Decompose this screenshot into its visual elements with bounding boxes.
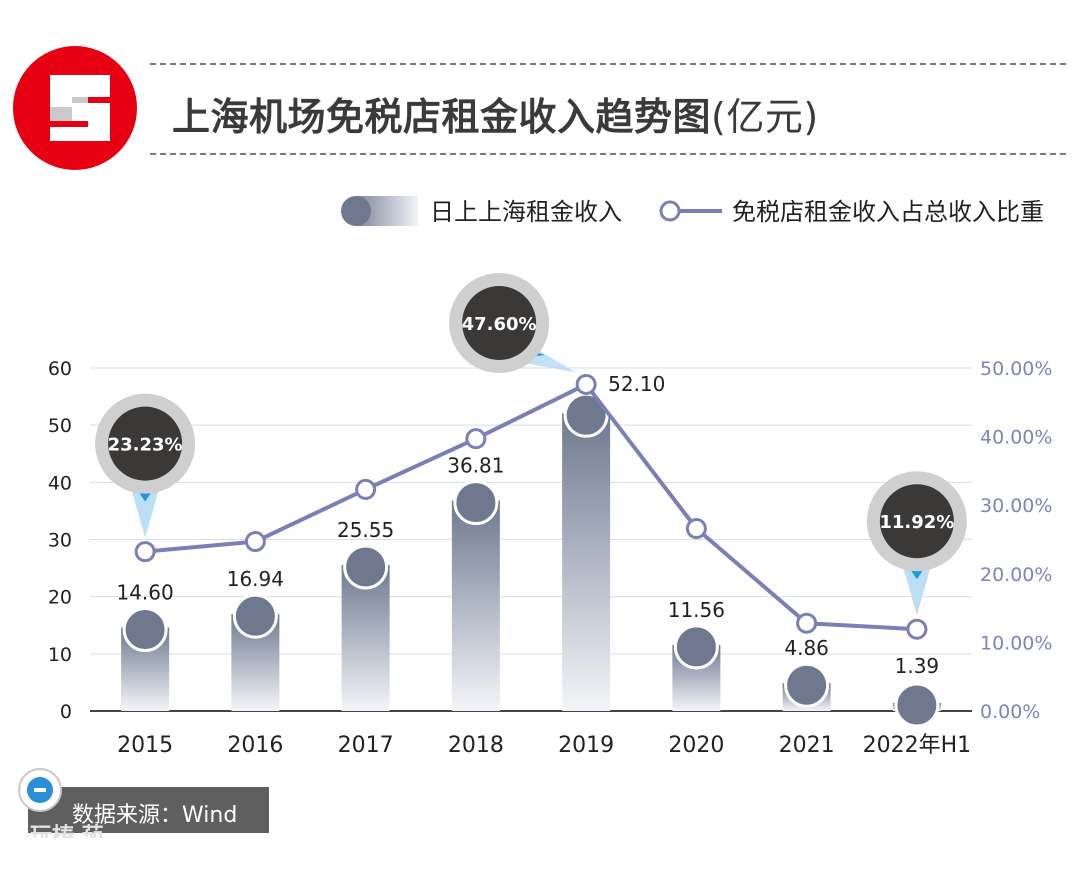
- legend-bar-dot: [341, 196, 371, 226]
- callout-pointer-glow: [129, 481, 162, 538]
- y-right-tick-label: 0.00%: [980, 701, 1040, 723]
- y-right-tick-label: 40.00%: [980, 427, 1052, 449]
- callout-bubble: [108, 406, 183, 481]
- bar-value-label: 4.86: [784, 636, 829, 660]
- bar-value-label: 52.10: [608, 372, 665, 396]
- bar-cap: [673, 624, 719, 670]
- y-right-tick-label: 20.00%: [980, 564, 1052, 586]
- legend-line-marker: [659, 200, 681, 222]
- watermark-text: 玩梼 茄: [30, 824, 104, 838]
- y-left-tick-label: 0: [60, 701, 72, 723]
- line-marker: [134, 541, 156, 563]
- x-tick-label: 2021: [779, 733, 835, 758]
- brand-logo-icon: [13, 46, 137, 170]
- callouts: 23.23% 47.60% 11.92%: [95, 273, 967, 616]
- callout-label: 47.60%: [462, 314, 537, 335]
- line-marker: [355, 478, 377, 500]
- bar-cap: [343, 544, 389, 590]
- x-tick-label: 2018: [448, 733, 504, 758]
- y-left-tick-label: 50: [48, 415, 72, 437]
- y-left-tick-label: 20: [48, 587, 72, 609]
- bar-cap: [232, 593, 278, 639]
- callout-bubble: [462, 286, 537, 360]
- callout-pointer-glow: [900, 559, 933, 616]
- callout-label: 23.23%: [108, 435, 183, 456]
- bar: [451, 500, 500, 711]
- line-marker: [575, 373, 597, 395]
- y-right-tick-label: 50.00%: [980, 358, 1052, 380]
- bar-value-label: 16.94: [227, 567, 284, 591]
- bar-cap: [894, 682, 940, 728]
- source-box: [28, 787, 269, 833]
- y-left-tick-label: 40: [48, 472, 72, 494]
- y-left-tick-label: 60: [48, 358, 72, 380]
- bar-value-label: 36.81: [447, 454, 504, 478]
- x-tick-label: 2019: [558, 733, 614, 758]
- bar-cap: [784, 662, 830, 708]
- y-right-tick-label: 30.00%: [980, 495, 1052, 517]
- line-marker: [796, 612, 818, 634]
- source-text: 数据来源：Wind: [72, 803, 238, 828]
- header-divider-top: [150, 63, 1066, 65]
- line-marker: [244, 531, 266, 553]
- y-left-tick-label: 30: [48, 530, 72, 552]
- line-series: [134, 373, 928, 640]
- x-tick-label: 2022年H1: [863, 733, 972, 758]
- callout-label: 11.92%: [879, 512, 954, 533]
- line-path: [144, 382, 917, 632]
- line-marker: [906, 618, 928, 640]
- page-title: 上海机场免税店租金收入趋势图(亿元): [172, 86, 819, 141]
- x-tick-label: 2016: [227, 733, 283, 758]
- bar: [562, 413, 611, 711]
- header-divider-bottom: [150, 153, 1066, 155]
- bar-value-label: 11.56: [668, 598, 725, 622]
- legend-bar-label: 日上上海租金收入: [430, 198, 622, 226]
- x-tick-label: 2017: [338, 733, 394, 758]
- bar-value-label: 25.55: [337, 518, 394, 542]
- y-left-tick-label: 10: [48, 644, 72, 666]
- bar-series: 14.60 16.94 25.55 36.81 52.10 11.56 4.86 1.39: [116, 372, 941, 728]
- line-marker: [465, 428, 487, 450]
- title-text: 上海机场免税店租金收入趋势图: [172, 95, 712, 139]
- bar-value-label: 14.60: [116, 581, 173, 605]
- callout-bubble: [879, 484, 954, 559]
- bar-cap: [453, 480, 499, 526]
- source-info-icon: [18, 768, 62, 812]
- title-unit: (亿元): [711, 95, 819, 139]
- x-tick-label: 2020: [668, 733, 724, 758]
- bar-cap: [122, 607, 168, 653]
- bar-value-label: 1.39: [895, 654, 940, 678]
- line-marker: [685, 518, 707, 540]
- legend-line-label: 免税店租金收入占总收入比重: [732, 198, 1044, 226]
- legend: 日上上海租金收入 免税店租金收入占总收入比重: [341, 196, 1044, 226]
- x-tick-label: 2015: [117, 733, 173, 758]
- y-right-tick-label: 10.00%: [980, 632, 1052, 654]
